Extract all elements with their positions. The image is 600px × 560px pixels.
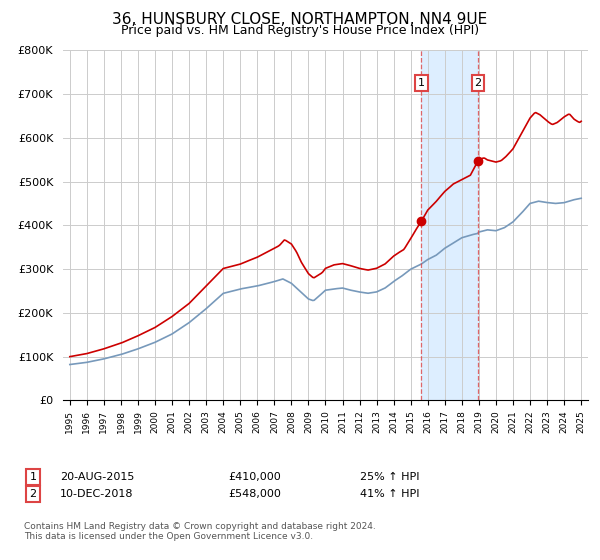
Text: 25% ↑ HPI: 25% ↑ HPI: [360, 472, 419, 482]
Text: 36, HUNSBURY CLOSE, NORTHAMPTON, NN4 9UE: 36, HUNSBURY CLOSE, NORTHAMPTON, NN4 9UE: [112, 12, 488, 27]
Text: 41% ↑ HPI: 41% ↑ HPI: [360, 489, 419, 499]
Legend: 36, HUNSBURY CLOSE, NORTHAMPTON, NN4 9UE (detached house), HPI: Average price, d: 36, HUNSBURY CLOSE, NORTHAMPTON, NN4 9UE…: [29, 411, 427, 451]
Text: 2: 2: [475, 78, 482, 88]
Text: 2: 2: [29, 489, 37, 499]
Text: Contains HM Land Registry data © Crown copyright and database right 2024.: Contains HM Land Registry data © Crown c…: [24, 522, 376, 531]
Text: £548,000: £548,000: [228, 489, 281, 499]
Bar: [421, 50, 478, 400]
Text: 1: 1: [418, 78, 425, 88]
Text: 20-AUG-2015: 20-AUG-2015: [60, 472, 134, 482]
Text: £410,000: £410,000: [228, 472, 281, 482]
Text: 1: 1: [29, 472, 37, 482]
Text: 10-DEC-2018: 10-DEC-2018: [60, 489, 133, 499]
Text: Price paid vs. HM Land Registry's House Price Index (HPI): Price paid vs. HM Land Registry's House …: [121, 24, 479, 36]
Text: This data is licensed under the Open Government Licence v3.0.: This data is licensed under the Open Gov…: [24, 532, 313, 541]
